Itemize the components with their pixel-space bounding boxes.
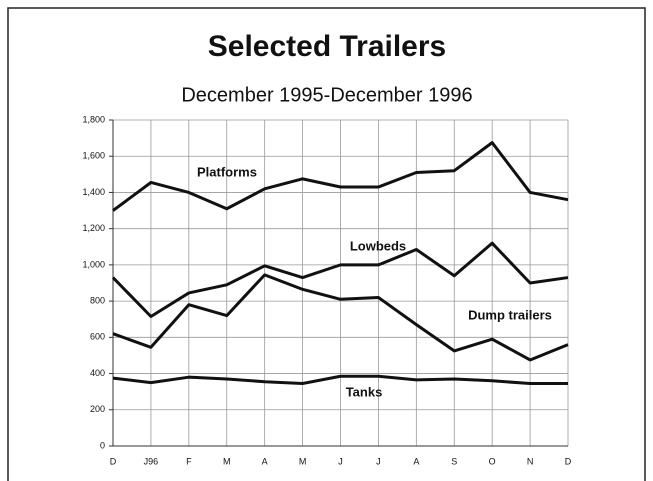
y-tick-label: 1,800 [82, 114, 105, 124]
series-line [112, 374, 568, 386]
y-tick-label: 1,000 [82, 259, 105, 269]
y-tick-label: 200 [90, 404, 105, 414]
series-label: Platforms [197, 164, 257, 179]
x-tick-label: M [299, 456, 307, 466]
frame [7, 7, 646, 481]
series-line [111, 241, 569, 319]
series-label: Dump trailers [468, 307, 552, 322]
chart-subtitle: December 1995-December 1996 [181, 84, 472, 106]
chart-title: Selected Trailers [208, 30, 446, 63]
series-line [112, 141, 569, 212]
x-tick-label: J [338, 456, 343, 466]
x-tick-label: M [223, 456, 231, 466]
x-tick-label: D [565, 456, 572, 466]
series-label: Lowbeds [350, 238, 406, 253]
y-tick-label: 1,600 [82, 151, 105, 161]
series-line [112, 273, 569, 362]
x-tick-label: J [376, 456, 381, 466]
x-tick-label: O [489, 456, 496, 466]
y-tick-label: 800 [90, 295, 105, 305]
x-tick-label: J96 [144, 456, 159, 466]
x-tick-label: N [527, 456, 534, 466]
x-tick-label: S [451, 456, 457, 466]
y-tick-label: 400 [90, 368, 105, 378]
y-tick-label: 1,200 [82, 223, 105, 233]
series-label: Tanks [346, 384, 383, 399]
x-tick-label: D [110, 456, 117, 466]
x-tick-label: A [262, 456, 268, 466]
y-tick-label: 600 [90, 332, 105, 342]
x-tick-label: A [413, 456, 419, 466]
y-tick-label: 0 [100, 440, 105, 450]
x-tick-label: F [186, 456, 192, 466]
y-tick-label: 1,400 [82, 187, 105, 197]
